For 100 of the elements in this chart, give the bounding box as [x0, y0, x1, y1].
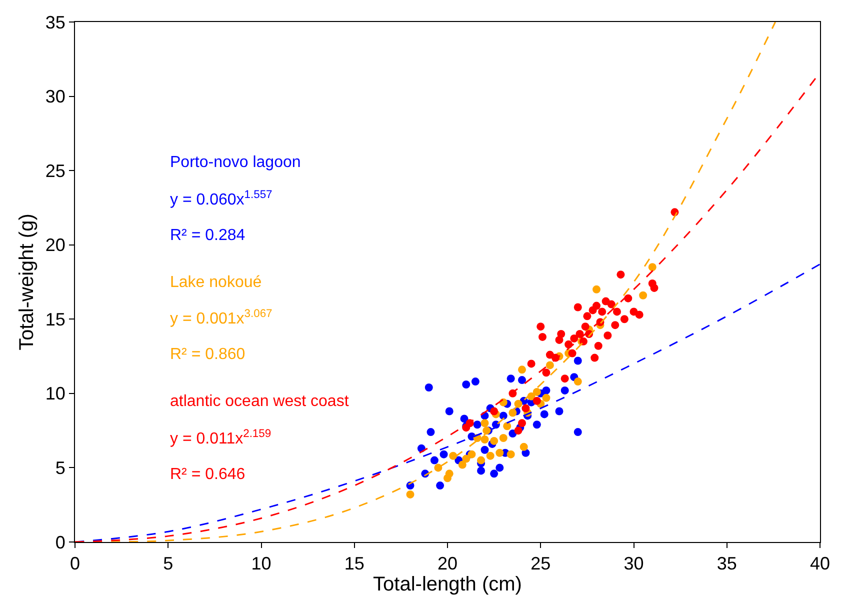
point	[542, 368, 550, 377]
annotation: y = 0.001x$^{3.067}$	[170, 308, 272, 328]
x-tick-label: 20	[437, 554, 458, 574]
point	[568, 349, 576, 358]
point	[592, 302, 600, 310]
annotation: y = 0.011x$^{2.159}$	[170, 428, 272, 448]
point	[546, 361, 554, 370]
point	[462, 380, 470, 389]
point	[449, 452, 458, 460]
x-tick-label: 10	[251, 554, 272, 574]
y-tick-label: 15	[45, 309, 66, 330]
point	[426, 428, 435, 436]
point	[477, 456, 486, 464]
point	[639, 291, 648, 300]
point	[518, 419, 526, 428]
point	[499, 412, 508, 420]
point	[496, 448, 504, 457]
point	[503, 422, 512, 430]
point	[486, 452, 494, 460]
point	[518, 376, 526, 384]
point	[612, 308, 621, 316]
point	[604, 331, 612, 340]
point	[574, 378, 582, 386]
point	[518, 366, 526, 374]
point	[522, 404, 530, 412]
point	[538, 332, 546, 341]
point	[532, 388, 541, 396]
point	[590, 354, 599, 362]
point	[574, 356, 582, 365]
annotation: R² = 0.646	[170, 466, 246, 483]
point	[490, 470, 498, 478]
point	[480, 446, 489, 454]
point	[496, 464, 504, 472]
y-tick-label: 30	[45, 86, 66, 107]
x-tick-label: 5	[163, 554, 174, 574]
point	[462, 454, 470, 463]
point	[458, 460, 466, 469]
point	[490, 407, 498, 416]
x-tick-label: 40	[810, 554, 830, 574]
point	[574, 428, 582, 436]
point	[570, 334, 578, 342]
point	[607, 300, 616, 308]
x-tick-label: 0	[70, 554, 80, 574]
point	[434, 464, 442, 472]
y-tick-label: 20	[45, 235, 66, 256]
point	[581, 322, 590, 331]
point	[546, 350, 554, 359]
point	[650, 284, 658, 292]
point	[576, 330, 584, 338]
point	[430, 456, 438, 464]
point	[592, 285, 600, 294]
point	[574, 303, 582, 312]
x-tick-label: 25	[530, 554, 551, 574]
point	[536, 322, 545, 331]
point	[560, 374, 569, 383]
annotation: y = 0.060x$^{1.557}$	[170, 189, 272, 209]
point	[514, 400, 522, 408]
point	[542, 394, 550, 402]
y-tick-label: 35	[45, 12, 66, 32]
point	[557, 330, 566, 338]
point	[540, 410, 548, 418]
x-tick-label: 35	[716, 554, 737, 574]
annotation: Porto-novo lagoon	[170, 154, 301, 171]
point	[532, 396, 541, 405]
point	[406, 490, 414, 498]
point	[440, 450, 448, 458]
point	[473, 420, 482, 429]
point	[436, 482, 444, 490]
point	[499, 434, 508, 442]
point	[560, 386, 569, 394]
point	[555, 407, 564, 416]
point	[506, 450, 515, 458]
point	[480, 435, 489, 444]
point	[542, 386, 550, 394]
y-tick-label: 5	[55, 458, 66, 478]
point	[532, 420, 541, 429]
point	[527, 360, 536, 368]
point	[635, 310, 644, 319]
point	[616, 270, 625, 279]
point	[480, 419, 489, 428]
point	[611, 321, 620, 330]
point	[583, 312, 592, 320]
annotation: R² = 0.860	[170, 346, 246, 363]
point	[620, 315, 628, 324]
y-tick-label: 0	[55, 532, 66, 552]
point	[598, 308, 606, 316]
y-axis-title: Total-weight (g)	[16, 214, 38, 350]
point	[477, 466, 486, 475]
x-tick-label: 15	[344, 554, 364, 574]
y-tick-label: 25	[45, 160, 66, 181]
point	[424, 383, 433, 392]
point	[520, 442, 528, 451]
point	[471, 378, 480, 386]
point	[445, 407, 454, 416]
annotation: Lake nokoué	[170, 274, 262, 291]
x-tick-label: 30	[624, 554, 644, 574]
point	[445, 470, 454, 478]
point	[460, 414, 468, 423]
annotation: R² = 0.284	[170, 227, 246, 244]
point	[506, 374, 515, 383]
